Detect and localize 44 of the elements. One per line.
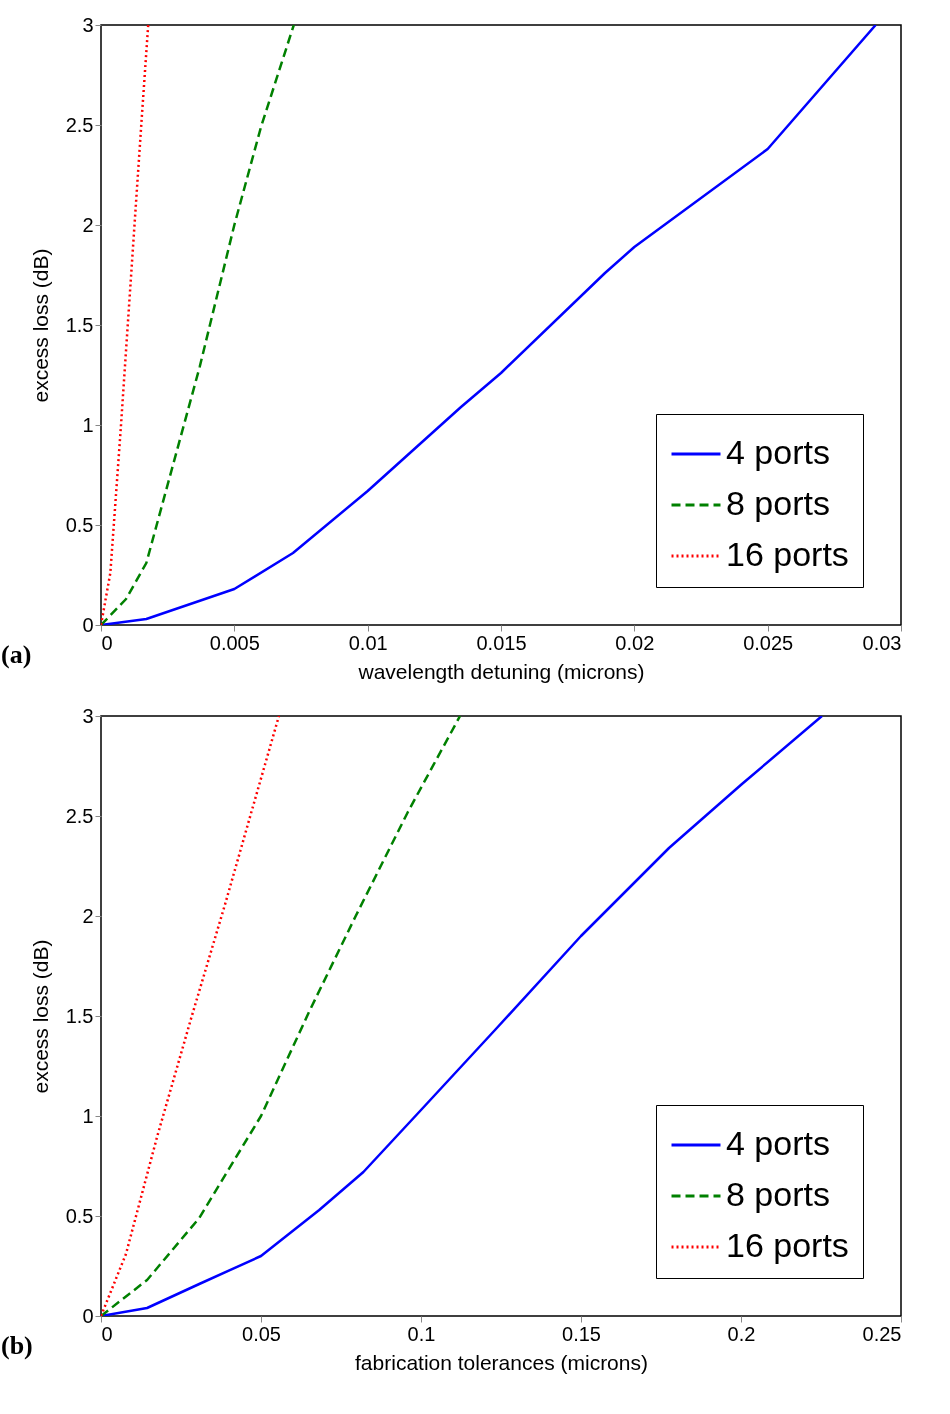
legend-label: 16 ports bbox=[726, 535, 849, 573]
x-tick-label: 0.01 bbox=[348, 631, 388, 654]
line-series bbox=[101, 25, 150, 625]
x-tick-label: 0 bbox=[101, 631, 113, 654]
x-tick-label: 0.1 bbox=[407, 1322, 436, 1345]
line-series bbox=[101, 716, 281, 1316]
x-tick-label: 0.02 bbox=[615, 631, 655, 654]
line-series bbox=[101, 716, 462, 1316]
y-tick-label: 2 bbox=[82, 213, 94, 236]
x-axis-title: fabrication tolerances (microns) bbox=[355, 1350, 648, 1374]
y-axis-title: excess loss (dB) bbox=[28, 248, 52, 403]
y-tick-label: 1.5 bbox=[65, 313, 94, 336]
x-tick-label: 0.03 bbox=[862, 631, 902, 654]
y-tick-label: 1 bbox=[82, 413, 94, 436]
x-tick-label: 0.05 bbox=[242, 1322, 281, 1345]
y-tick-label: 0.5 bbox=[65, 1204, 94, 1227]
text: (b) bbox=[1, 1331, 33, 1360]
y-tick-label: 0 bbox=[82, 613, 94, 636]
legend-label: 16 ports bbox=[726, 1226, 849, 1264]
y-axis-title: excess loss (dB) bbox=[28, 939, 52, 1094]
y-tick-label: 0.5 bbox=[65, 513, 94, 536]
legend-label: 4 ports bbox=[726, 433, 830, 471]
y-tick-label: 1.5 bbox=[65, 1004, 94, 1027]
x-tick-label: 0.005 bbox=[209, 631, 260, 654]
legend-label: 8 ports bbox=[726, 1175, 830, 1213]
x-axis-title: wavelength detuning (microns) bbox=[357, 659, 645, 683]
x-tick-label: 0.015 bbox=[476, 631, 527, 654]
text: (a) bbox=[1, 640, 32, 669]
x-tick-label: 0.2 bbox=[727, 1322, 756, 1345]
x-tick-label: 0.25 bbox=[862, 1322, 902, 1345]
x-tick-label: 0.15 bbox=[562, 1322, 601, 1345]
y-tick-label: 2.5 bbox=[65, 804, 94, 827]
line-series bbox=[101, 25, 877, 625]
x-tick-label: 0 bbox=[101, 1322, 113, 1345]
y-tick-label: 3 bbox=[82, 13, 94, 36]
y-tick-label: 0 bbox=[82, 1304, 94, 1327]
legend-label: 8 ports bbox=[726, 484, 830, 522]
y-tick-label: 3 bbox=[82, 704, 94, 727]
x-tick-label: 0.025 bbox=[743, 631, 794, 654]
y-tick-label: 1 bbox=[82, 1104, 94, 1127]
legend-label: 4 ports bbox=[726, 1124, 830, 1162]
y-tick-label: 2.5 bbox=[65, 113, 94, 136]
y-tick-label: 2 bbox=[82, 904, 94, 927]
line-series bbox=[101, 25, 296, 625]
